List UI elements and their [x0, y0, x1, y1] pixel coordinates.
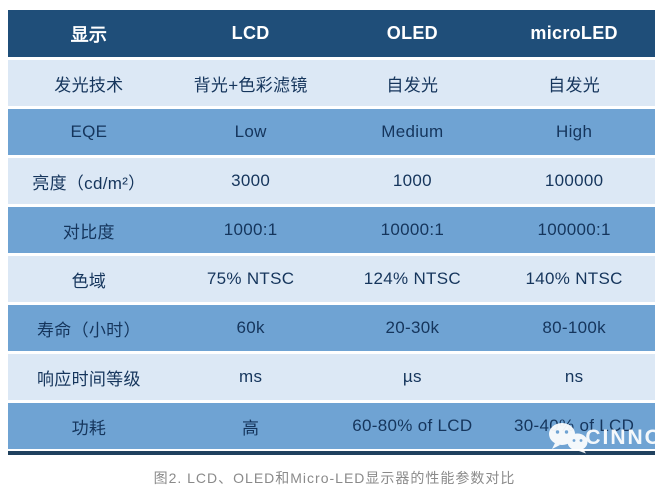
table-row-response-time: 响应时间等级 ms µs ns	[8, 354, 655, 400]
column-header-oled: OLED	[386, 23, 438, 43]
table-row-contrast: 对比度 1000:1 10000:1 100000:1	[8, 207, 655, 253]
cell-oled: 1000	[392, 171, 432, 190]
cell-microled: 100000	[544, 171, 604, 190]
column-header-lcd: LCD	[231, 23, 270, 43]
cell-oled: 10000:1	[380, 220, 445, 239]
table-row-brightness: 亮度（cd/m²） 3000 1000 100000	[8, 158, 655, 204]
cell-lcd: 1000:1	[223, 220, 278, 239]
cell-microled: 80-100k	[542, 318, 606, 337]
table-row-color-gamut: 色域 75% NTSC 124% NTSC 140% NTSC	[8, 256, 655, 302]
row-label: EQE	[70, 122, 108, 141]
row-label: 色域	[71, 271, 107, 291]
cell-oled: 自发光	[386, 75, 439, 95]
cell-oled: µs	[402, 367, 422, 386]
cell-lcd: 背光+色彩滤镜	[193, 75, 308, 95]
cell-lcd: Low	[234, 122, 267, 141]
cell-microled: ns	[564, 367, 584, 386]
cell-microled: 30-40% of LCD	[514, 416, 635, 435]
figure-caption: 图2. LCD、OLED和Micro-LED显示器的性能参数对比	[153, 470, 516, 486]
row-label: 发光技术	[54, 75, 124, 95]
column-header-microled: microLED	[530, 23, 618, 43]
cell-lcd: 60k	[236, 318, 265, 337]
cell-microled: 自发光	[548, 75, 601, 95]
table-row-lifetime: 寿命（小时） 60k 20-30k 80-100k	[8, 305, 655, 351]
cell-oled: 124% NTSC	[363, 269, 461, 288]
row-label: 功耗	[71, 418, 107, 438]
cell-lcd: 高	[241, 418, 260, 438]
table-row-power-consumption: 功耗 高 60-80% of LCD 30-40% of LCD	[8, 403, 655, 449]
cell-lcd: 75% NTSC	[206, 269, 295, 288]
cell-oled: Medium	[381, 122, 444, 141]
cell-oled: 20-30k	[385, 318, 440, 337]
table-bottom-rule	[8, 451, 655, 455]
cell-lcd: ms	[238, 367, 263, 386]
table-header-row: 显示 LCD OLED microLED	[8, 10, 655, 57]
table-row-eqe: EQE Low Medium High	[8, 109, 655, 155]
cell-microled: High	[556, 122, 593, 141]
cell-microled: 100000:1	[537, 220, 611, 239]
row-label: 响应时间等级	[36, 369, 141, 389]
cell-oled: 60-80% of LCD	[352, 416, 473, 435]
comparison-table: 显示 LCD OLED microLED 发光技术 背光+色彩滤镜 自发光 自发…	[8, 10, 655, 455]
row-label: 亮度（cd/m²）	[32, 173, 146, 193]
table-row-emission-tech: 发光技术 背光+色彩滤镜 自发光 自发光	[8, 60, 655, 106]
row-label: 寿命（小时）	[36, 320, 141, 340]
cell-lcd: 3000	[231, 171, 271, 190]
column-header-display: 显示	[70, 24, 108, 45]
row-label: 对比度	[62, 222, 115, 242]
cell-microled: 140% NTSC	[525, 269, 623, 288]
